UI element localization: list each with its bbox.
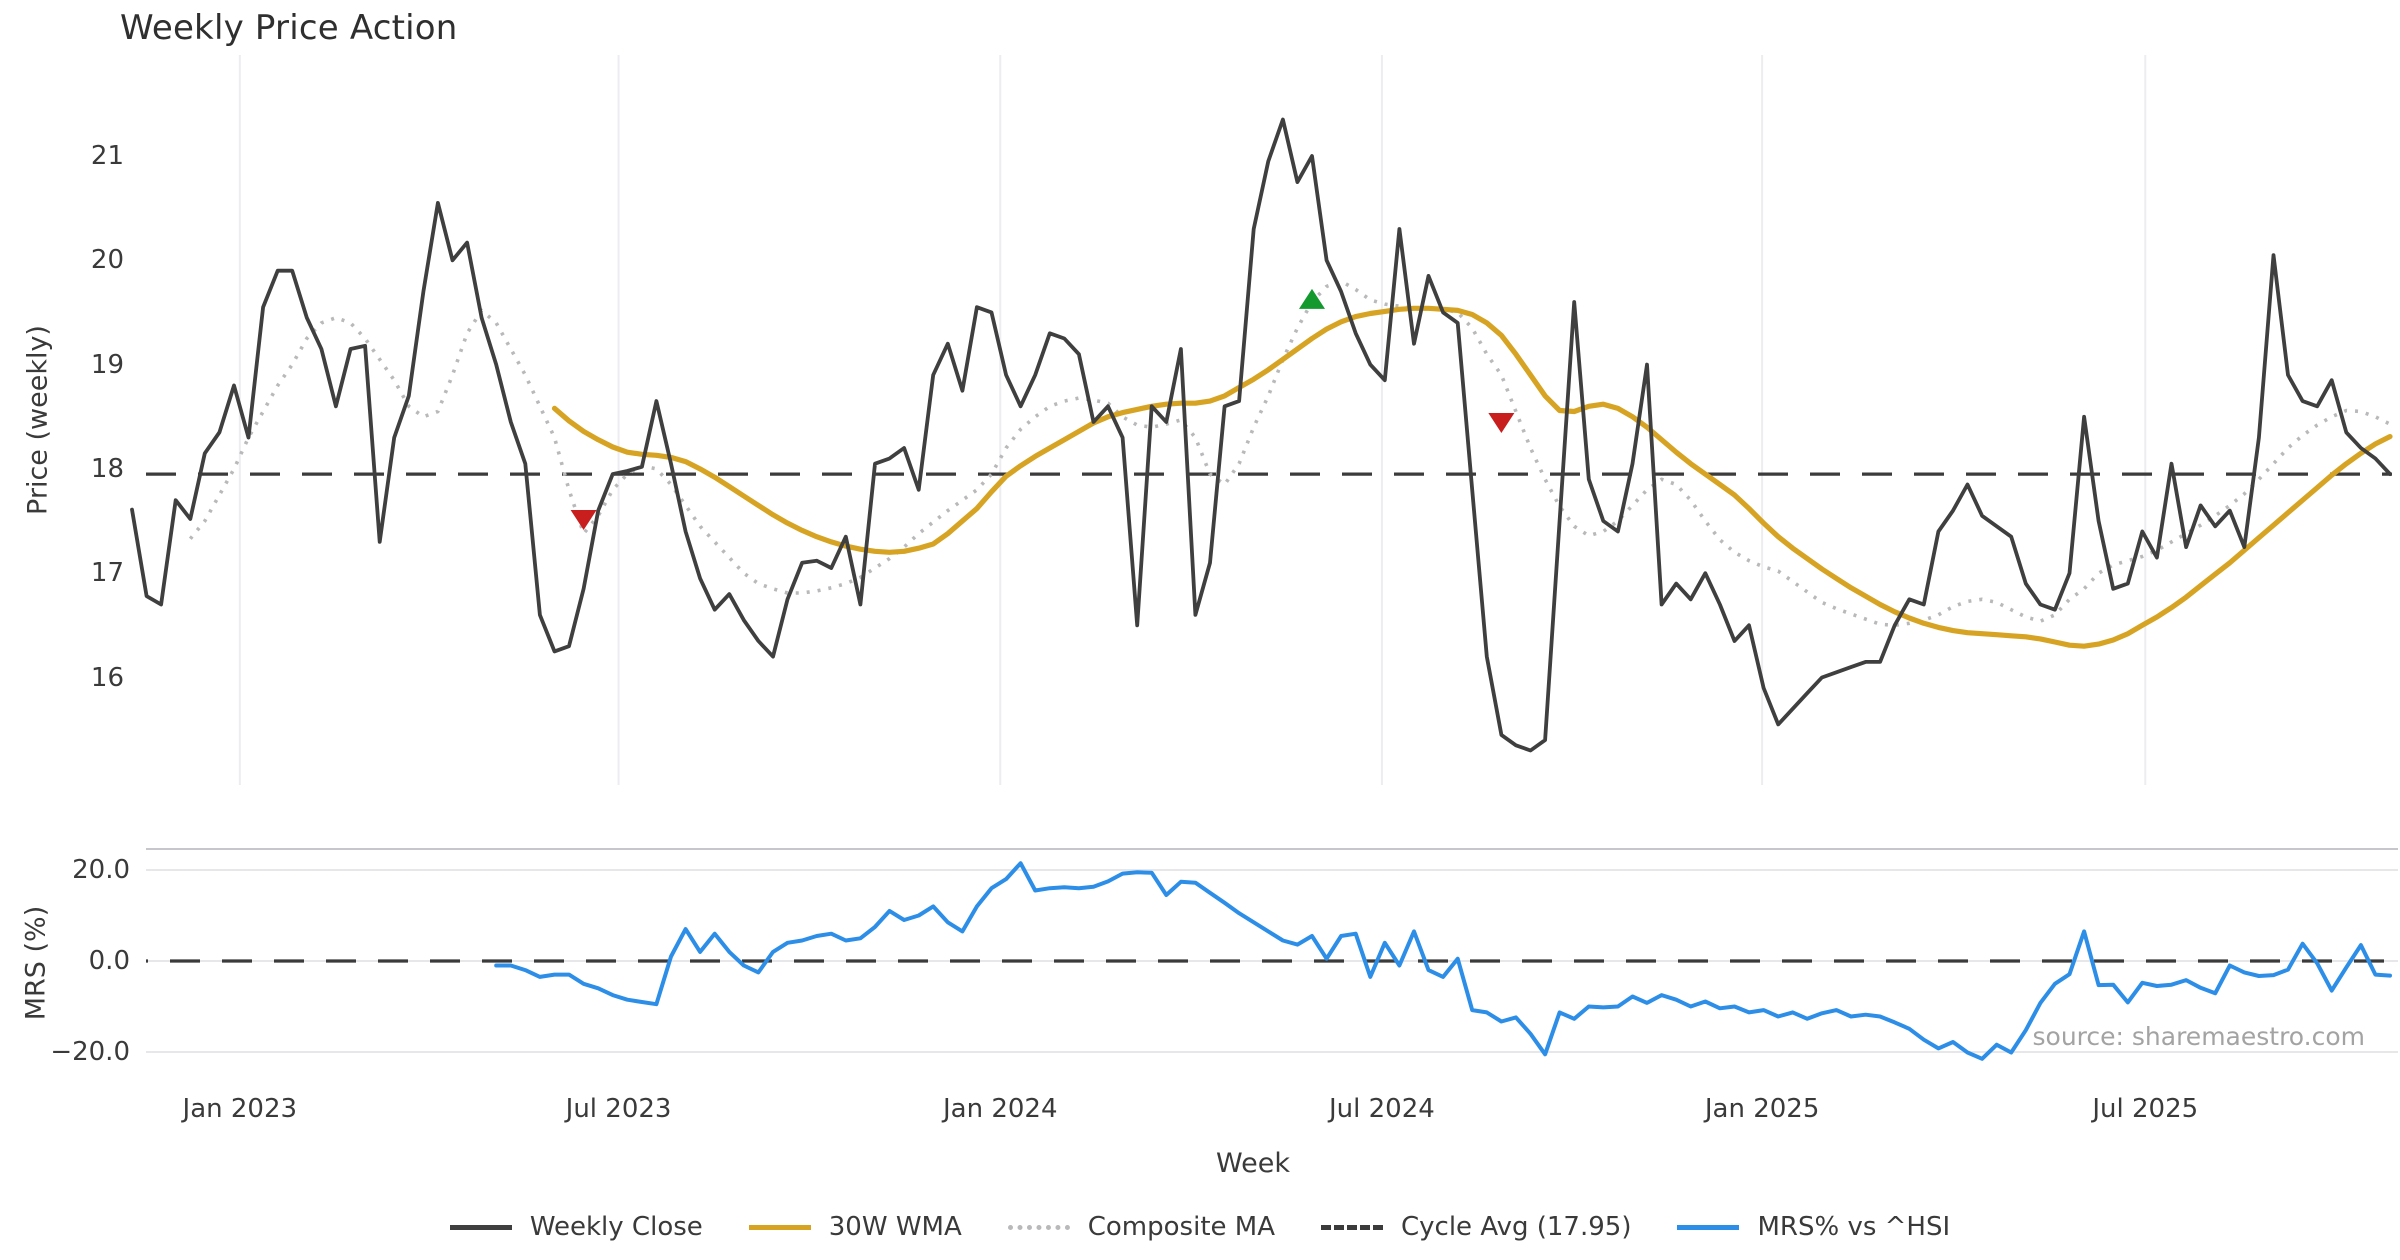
sell-marker-icon [570,509,597,530]
sell-marker-icon [1488,412,1515,433]
legend-item-wma: 30W WMA [748,1212,962,1242]
page-title: Weekly Price Action [120,8,458,48]
weekly-close-line [130,117,2392,753]
mrs-axis-tick: −20.0 [50,1037,130,1067]
price-axis-tick: 16 [90,662,124,693]
legend-label: MRS% vs ^HSI [1757,1212,1951,1242]
weekly-close-line-swatch-icon [449,1224,512,1230]
x-axis-tick: Jul 2025 [2092,1094,2199,1124]
price-axis-tick: 19 [90,349,124,380]
legend-item-composite-ma: Composite MA [1007,1212,1275,1242]
legend-label: Weekly Close [529,1212,703,1242]
legend-item-mrs: MRS% vs ^HSI [1677,1212,1950,1242]
mrs-line-swatch-icon [1677,1224,1740,1230]
wma-line [551,305,2393,649]
wma-line-swatch-icon [748,1224,811,1230]
x-axis-tick: Jan 2023 [182,1094,298,1124]
legend-label: Cycle Avg (17.95) [1401,1212,1632,1242]
legend-item-cycle-avg: Cycle Avg (17.95) [1321,1212,1631,1242]
x-axis-tick: Jul 2024 [1329,1094,1435,1124]
price-axis-tick: 18 [90,453,124,484]
x-axis-tick: Jul 2023 [565,1094,672,1124]
cycle-avg-swatch-icon [1321,1224,1383,1230]
source-note: source: sharemaestro.com [2032,1022,2366,1051]
mrs-axis-tick: 20.0 [72,855,130,885]
x-axis-tick: Jan 2024 [942,1094,1058,1124]
legend: Weekly Close 30W WMA Composite MA Cycle … [0,1212,2400,1242]
price-axis-tick: 20 [90,245,124,276]
legend-label: 30W WMA [828,1212,962,1242]
mrs-line [494,861,2392,1061]
legend-item-weekly-close: Weekly Close [449,1212,703,1242]
composite-ma-swatch-icon [1007,1224,1070,1230]
x-axis-tick: Jan 2025 [1704,1094,1820,1124]
legend-label: Composite MA [1087,1212,1275,1242]
mrs-axis-tick: 0.0 [88,946,130,976]
buy-marker-icon [1298,288,1325,309]
price-axis-tick: 21 [90,141,124,171]
x-axis-title: Week [1216,1148,1290,1179]
price-axis-tick: 17 [90,558,124,589]
